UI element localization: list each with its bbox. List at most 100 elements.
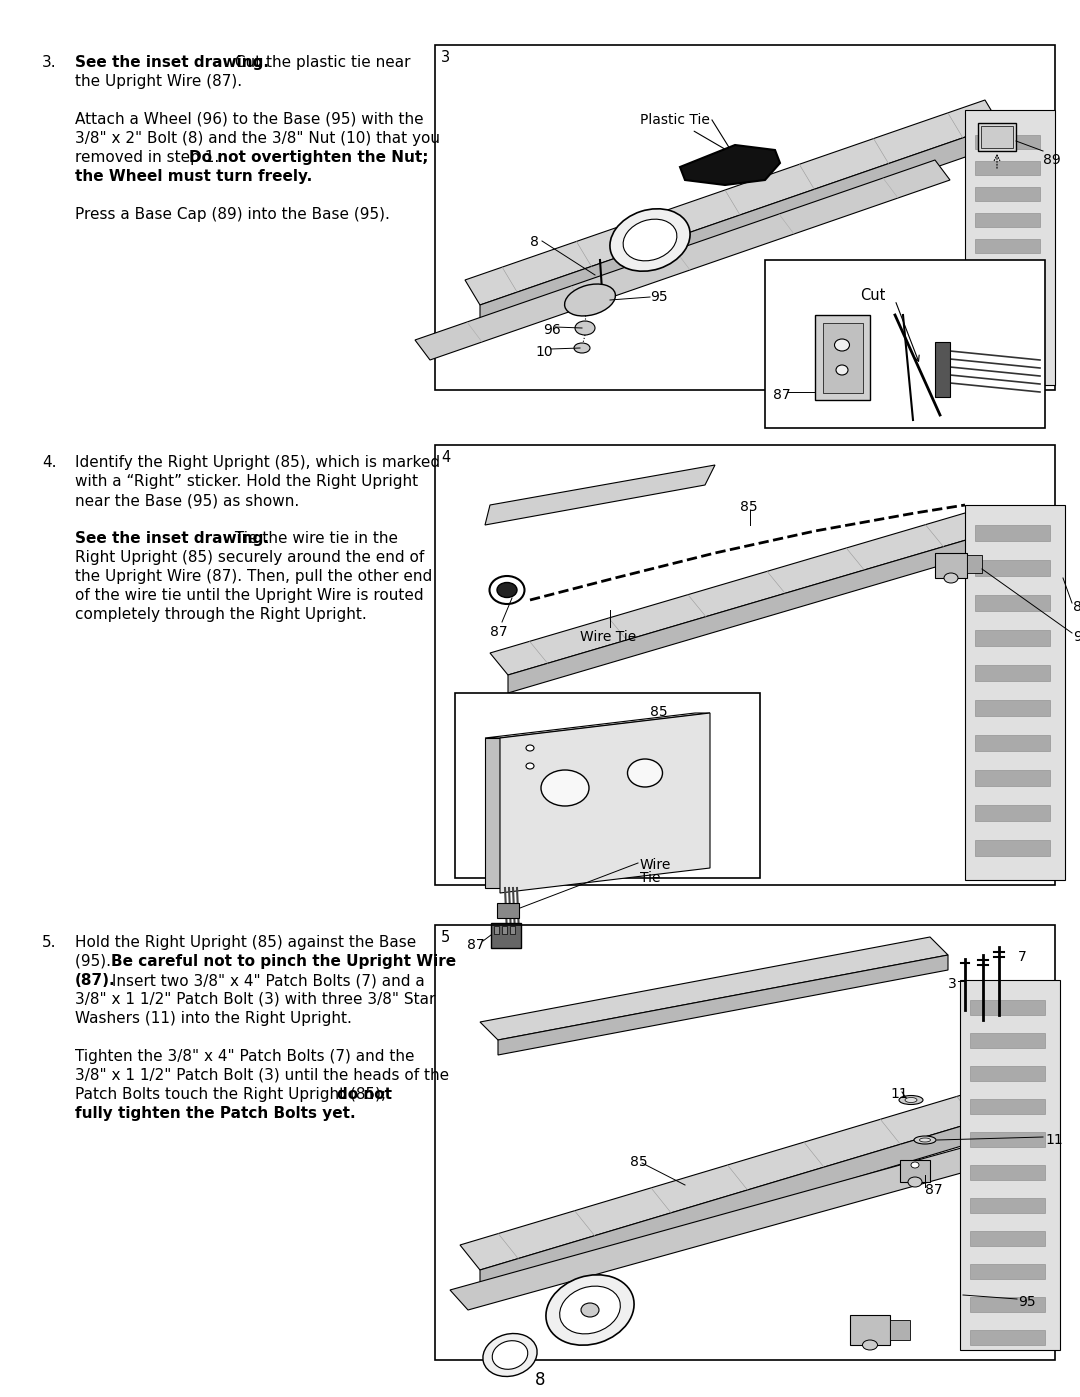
Ellipse shape: [526, 763, 534, 768]
Bar: [970, 1264, 1045, 1280]
Ellipse shape: [575, 321, 595, 335]
Text: 5: 5: [441, 930, 450, 944]
Text: Press a Base Cap (89) into the Base (95).: Press a Base Cap (89) into the Base (95)…: [75, 207, 390, 222]
Text: 8: 8: [535, 1370, 545, 1389]
Ellipse shape: [573, 344, 590, 353]
Bar: [935, 342, 950, 397]
Bar: [970, 1199, 1045, 1213]
Text: 87: 87: [1074, 599, 1080, 615]
Ellipse shape: [623, 219, 677, 261]
Text: 87: 87: [924, 1183, 943, 1197]
Ellipse shape: [489, 576, 525, 604]
Polygon shape: [480, 124, 1000, 326]
Text: See the inset drawing.: See the inset drawing.: [75, 54, 269, 70]
Polygon shape: [480, 937, 948, 1039]
Bar: [975, 735, 1050, 752]
Text: 3/8" x 2" Bolt (8) and the 3/8" Nut (10) that you: 3/8" x 2" Bolt (8) and the 3/8" Nut (10)…: [75, 131, 440, 147]
Text: 89: 89: [1043, 154, 1061, 168]
Bar: [900, 1160, 930, 1182]
Bar: [966, 504, 1065, 880]
Ellipse shape: [908, 1178, 922, 1187]
Text: Wire Tie: Wire Tie: [580, 630, 636, 644]
Bar: [975, 805, 1050, 821]
Text: Hold the Right Upright (85) against the Base: Hold the Right Upright (85) against the …: [75, 935, 416, 950]
Text: (95).: (95).: [75, 954, 116, 970]
Text: 96: 96: [543, 323, 561, 337]
Text: Do not overtighten the Nut;: Do not overtighten the Nut;: [189, 149, 429, 165]
Bar: [970, 1032, 1045, 1048]
Bar: [435, 45, 1055, 390]
Polygon shape: [485, 738, 500, 888]
Text: the Wheel must turn freely.: the Wheel must turn freely.: [75, 169, 312, 184]
Ellipse shape: [559, 1287, 620, 1334]
Text: 4.: 4.: [42, 455, 56, 469]
Bar: [935, 553, 967, 578]
Bar: [975, 700, 1050, 717]
Text: 87: 87: [490, 624, 508, 638]
Polygon shape: [450, 1140, 1008, 1310]
Text: 7: 7: [1018, 950, 1027, 964]
Text: Right Upright (85) securely around the end of: Right Upright (85) securely around the e…: [75, 550, 424, 564]
Text: See the inset drawing.: See the inset drawing.: [75, 531, 269, 546]
Ellipse shape: [565, 284, 616, 316]
Text: Tie: Tie: [640, 870, 661, 886]
Text: Cut: Cut: [860, 288, 886, 303]
Text: of the wire tie until the Upright Wire is routed: of the wire tie until the Upright Wire i…: [75, 588, 423, 604]
Text: Insert two 3/8" x 4" Patch Bolts (7) and a: Insert two 3/8" x 4" Patch Bolts (7) and…: [107, 972, 424, 988]
Text: 95: 95: [1018, 1295, 1036, 1309]
Bar: [970, 1330, 1045, 1345]
Text: completely through the Right Upright.: completely through the Right Upright.: [75, 608, 367, 622]
Bar: [970, 1231, 1045, 1246]
Bar: [970, 1000, 1045, 1016]
Bar: [967, 555, 982, 573]
Text: 85: 85: [630, 1155, 648, 1169]
Text: do not: do not: [337, 1087, 392, 1102]
Text: (87).: (87).: [75, 972, 116, 988]
Ellipse shape: [912, 1162, 919, 1168]
Text: 8: 8: [530, 235, 539, 249]
Bar: [491, 923, 521, 949]
Bar: [975, 291, 1040, 305]
Bar: [435, 925, 1055, 1361]
Ellipse shape: [836, 365, 848, 374]
Bar: [960, 981, 1059, 1350]
Bar: [455, 693, 760, 877]
Text: Tie the wire tie in the: Tie the wire tie in the: [230, 531, 399, 546]
Ellipse shape: [944, 573, 958, 583]
Bar: [975, 344, 1040, 358]
Text: Washers (11) into the Right Upright.: Washers (11) into the Right Upright.: [75, 1011, 352, 1025]
Ellipse shape: [541, 770, 589, 806]
Text: 3/8" x 1 1/2" Patch Bolt (3) until the heads of the: 3/8" x 1 1/2" Patch Bolt (3) until the h…: [75, 1067, 449, 1083]
Ellipse shape: [835, 339, 850, 351]
Bar: [970, 1099, 1045, 1113]
Text: 87: 87: [773, 388, 791, 402]
Polygon shape: [415, 161, 950, 360]
Text: 95: 95: [1074, 630, 1080, 644]
Polygon shape: [498, 956, 948, 1055]
Bar: [978, 123, 1016, 151]
Text: with a “Right” sticker. Hold the Right Upright: with a “Right” sticker. Hold the Right U…: [75, 474, 418, 489]
Text: 11: 11: [1045, 1133, 1063, 1147]
Ellipse shape: [914, 1136, 936, 1144]
Text: Be careful not to pinch the Upright Wire: Be careful not to pinch the Upright Wire: [111, 954, 456, 970]
Ellipse shape: [863, 1340, 877, 1350]
Polygon shape: [508, 535, 983, 693]
Text: 3.: 3.: [42, 54, 56, 70]
Text: 3: 3: [948, 977, 957, 990]
Text: 3: 3: [441, 50, 450, 66]
Polygon shape: [500, 712, 710, 893]
Bar: [435, 446, 1055, 886]
Text: 5.: 5.: [42, 935, 56, 950]
Bar: [966, 110, 1055, 386]
Text: 3/8" x 1 1/2" Patch Bolt (3) with three 3/8" Star: 3/8" x 1 1/2" Patch Bolt (3) with three …: [75, 992, 435, 1007]
Bar: [975, 212, 1040, 226]
Bar: [970, 1066, 1045, 1081]
Polygon shape: [480, 1111, 1015, 1289]
Bar: [890, 1320, 910, 1340]
Text: fully tighten the Patch Bolts yet.: fully tighten the Patch Bolts yet.: [75, 1106, 355, 1120]
Text: Tighten the 3/8" x 4" Patch Bolts (7) and the: Tighten the 3/8" x 4" Patch Bolts (7) an…: [75, 1049, 415, 1065]
Bar: [975, 630, 1050, 645]
Bar: [765, 260, 1045, 427]
Bar: [975, 239, 1040, 253]
Text: Cut the plastic tie near: Cut the plastic tie near: [230, 54, 410, 70]
